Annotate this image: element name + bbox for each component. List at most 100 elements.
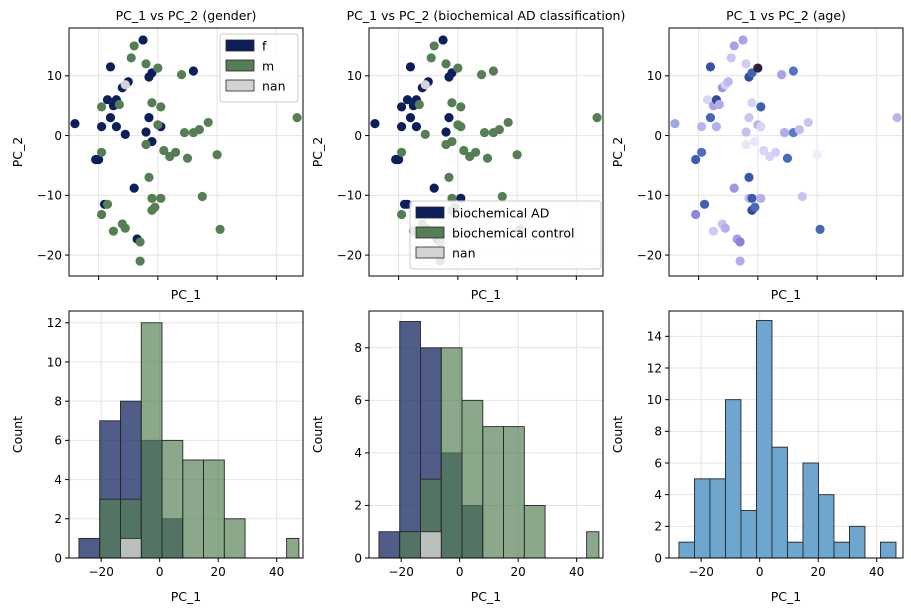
legend-swatch [415,246,445,259]
hist-bar [586,531,600,559]
scatter-point [741,59,751,69]
y-tick-label: 12 [47,316,62,330]
scatter-point [114,99,124,110]
scatter-point [70,119,80,129]
x-tick-label: 20 [211,565,226,579]
scatter-point [292,113,302,123]
scatter-point [705,62,716,72]
hist-bar [223,518,246,559]
y-tick-label: −20 [337,248,362,262]
scatter-point [714,99,724,110]
y-axis-label: Count [10,416,25,453]
scatter-point [105,113,116,123]
scatter-point [203,117,213,128]
x-axis-label: PC_1 [171,287,201,302]
legend-swatch [225,79,255,92]
legend: biochemical AD biochemical control nan [409,200,602,270]
legend-label: m [262,59,274,74]
y-tick-label: 6 [654,456,662,470]
scatter-point [429,183,439,193]
scatter-point [188,66,199,76]
scatter-point [144,113,154,123]
hist-bar [802,462,819,559]
scatter-point [153,120,163,130]
hist-bar [182,459,205,559]
y-tick-label: 6 [54,434,62,448]
scatter-point [156,102,166,112]
scatter-point [779,127,790,138]
y-tick-label: 8 [354,341,362,355]
hist-bar [286,537,300,559]
y-axis-label: PC_2 [610,137,625,167]
scatter-point [420,129,430,139]
scatter-point [729,41,739,51]
hist-bar [740,510,757,559]
subplot-1: −20 −10 0 10 PC_1 PC_2 PC_1 vs PC_2 (gender) fm… [10,8,304,302]
y-tick-label: 10 [47,355,62,369]
scatter-point [447,136,457,147]
scatter-point [138,35,148,45]
scatter-point [753,63,763,73]
legend-label: biochemical AD [452,206,549,221]
scatter-point [726,53,736,63]
scatter-point [771,147,781,157]
y-tick-label: 0 [654,129,662,143]
scatter-point [179,127,190,138]
scatter-point [797,191,807,202]
chart-title: PC_1 vs PC_2 (biochemical AD classificat… [347,8,626,23]
axes-frame [668,310,904,559]
scatter-point [459,145,469,156]
scatter-point [744,113,754,123]
axes-frame [368,27,604,277]
scatter-point [194,124,204,135]
y-axis-label: PC_2 [310,137,325,167]
axes-frame [668,27,904,277]
scatter-point [135,237,145,247]
scatter-point [512,150,522,160]
scatter-point [402,95,413,105]
y-tick-label: 0 [54,551,62,565]
y-tick-label: 4 [354,446,362,460]
scatter-point [105,62,116,72]
scatter-point [735,256,745,266]
hist-bar [503,426,525,559]
scatter-point [405,62,416,72]
legend-swatch [225,59,255,72]
x-tick-label: 40 [569,565,584,579]
hist-bar [78,537,101,559]
scatter-point [215,224,225,234]
scatter-point [670,119,680,129]
scatter-point [111,122,121,132]
x-axis-label: PC_1 [471,287,501,302]
scatter-point [429,41,439,51]
scatter-point [96,122,107,132]
y-tick-label: −10 [637,189,662,203]
x-axis-label: PC_1 [171,589,201,604]
hist-bar [787,541,804,559]
y-tick-label: 2 [654,520,662,534]
scatter-point [803,117,813,128]
legend-swatch [415,226,445,239]
scatter-point [444,113,454,123]
hist-bar [420,531,442,559]
hist-bar [771,446,788,559]
hist-bar [833,541,850,559]
y-tick-label: 10 [347,69,362,83]
scatter-point [756,122,766,132]
scatter-point [411,122,421,132]
scatter-point [812,150,822,160]
scatter-point [482,153,493,163]
legend-label: nan [452,246,476,261]
scatter-point [711,122,721,132]
scatter-point [702,95,713,105]
scatter-point [453,63,463,73]
scatter-point [147,98,157,108]
scatter-point [396,122,407,132]
y-tick-label: 8 [654,425,662,439]
scatter-point [747,193,757,203]
scatter-point [815,224,825,234]
hist-bar [440,347,463,559]
scatter-point [102,95,113,105]
scatter-point [396,147,407,157]
hist-bar [693,478,711,559]
